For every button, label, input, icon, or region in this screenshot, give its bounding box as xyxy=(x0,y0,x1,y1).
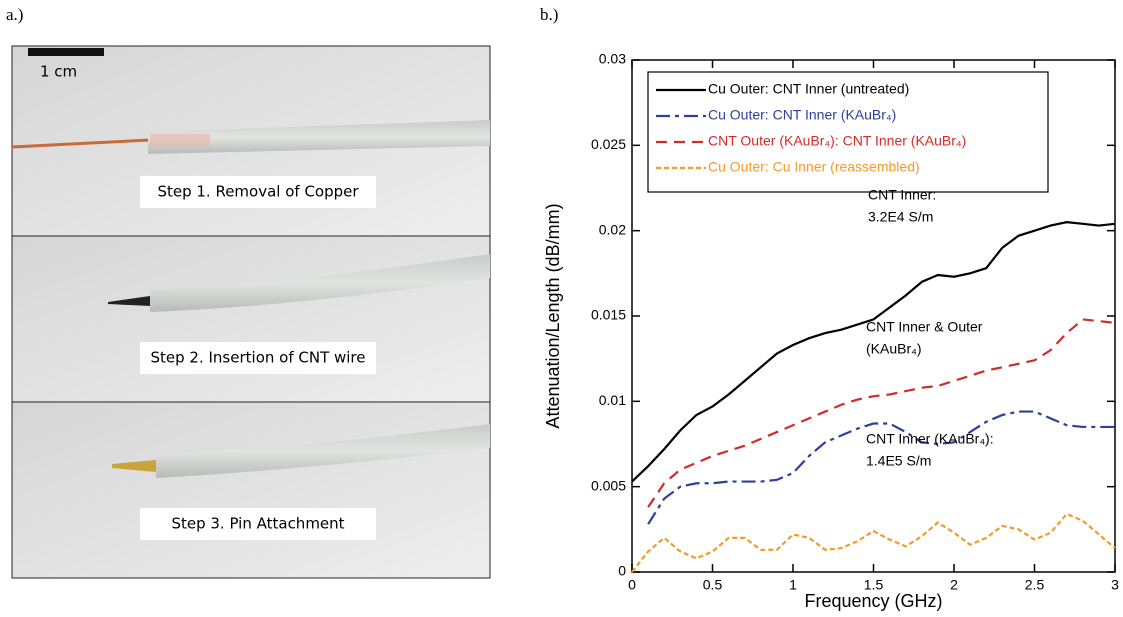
annotation: 1.4E5 S/m xyxy=(866,453,931,469)
panel-label: b.) xyxy=(540,5,558,24)
chart: 0 0.5 1 1.5 2 2.5 3 0 0.005 0.01 0.015 0.02 0.025 0.0… xyxy=(543,51,1119,611)
x-tick-label: 3 xyxy=(1111,577,1119,593)
step-label: Step 3. Pin Attachment xyxy=(171,515,344,533)
legend-label: Cu Outer: CNT Inner (untreated) xyxy=(708,81,909,97)
step-label: Step 2. Insertion of CNT wire xyxy=(151,349,366,367)
photo: Step 2. Insertion of CNT wire xyxy=(11,235,491,403)
panel-label: a.) xyxy=(6,5,23,24)
legend-label: CNT Outer (KAuBr₄): CNT Inner (KAuBr₄) xyxy=(708,133,966,149)
x-tick-label: 2.5 xyxy=(1025,577,1045,593)
x-tick-label: 1.5 xyxy=(864,577,884,593)
series-line xyxy=(647,410,1115,525)
y-axis-title: Attenuation/Length (dB/mm) xyxy=(543,203,563,428)
scale-label: 1 cm xyxy=(40,63,77,81)
legend-box xyxy=(647,71,1049,193)
annotation: CNT Inner: xyxy=(868,187,936,203)
series-line xyxy=(647,318,1116,508)
y-tick-label: 0 xyxy=(618,563,626,579)
x-tick-label: 0 xyxy=(628,577,636,593)
y-tick-label: 0.015 xyxy=(591,307,626,323)
annotation: CNT Inner & Outer xyxy=(866,319,983,335)
annotation: CNT Inner (KAuBr₄): xyxy=(866,431,994,447)
annotation: 3.2E4 S/m xyxy=(868,209,933,225)
photo: Step 3. Pin Attachment xyxy=(11,401,491,579)
y-tick-label: 0.03 xyxy=(599,51,626,67)
x-tick-label: 0.5 xyxy=(703,577,723,593)
x-tick-label: 1 xyxy=(789,577,797,593)
series-line xyxy=(631,221,1116,483)
legend-label: Cu Outer: CNT Inner (KAuBr₄) xyxy=(708,107,896,123)
series-line xyxy=(631,512,1116,573)
legend-label: Cu Outer: Cu Inner (reassembled) xyxy=(708,159,920,175)
x-tick-label: 2 xyxy=(950,577,958,593)
annotation: (KAuBr₄) xyxy=(866,341,922,357)
step-label: Step 1. Removal of Copper xyxy=(157,183,359,201)
photo: 1 cm Step 1. Removal of Copper xyxy=(11,45,491,237)
y-tick-label: 0.005 xyxy=(591,477,626,493)
y-tick-label: 0.025 xyxy=(591,136,626,152)
y-tick-label: 0.01 xyxy=(599,392,626,408)
y-tick-label: 0.02 xyxy=(599,221,626,237)
x-axis-title: Frequency (GHz) xyxy=(804,591,942,611)
